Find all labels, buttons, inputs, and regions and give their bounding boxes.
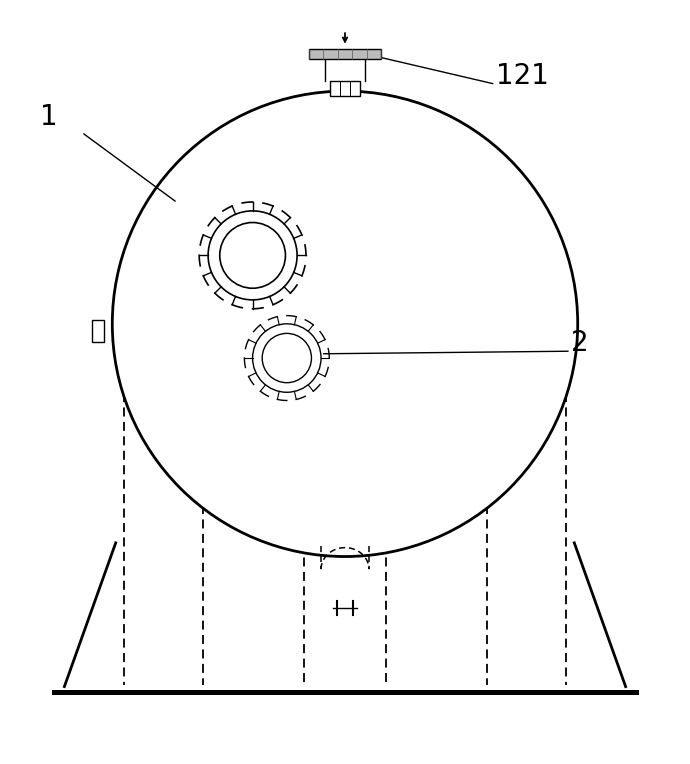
Text: 2: 2 <box>571 329 589 358</box>
Bar <box>309 50 381 59</box>
Circle shape <box>219 222 286 288</box>
Circle shape <box>262 333 311 383</box>
Text: 121: 121 <box>495 63 549 90</box>
Circle shape <box>112 91 578 556</box>
Bar <box>92 319 104 342</box>
Bar <box>330 81 360 96</box>
Text: 1: 1 <box>41 103 58 131</box>
